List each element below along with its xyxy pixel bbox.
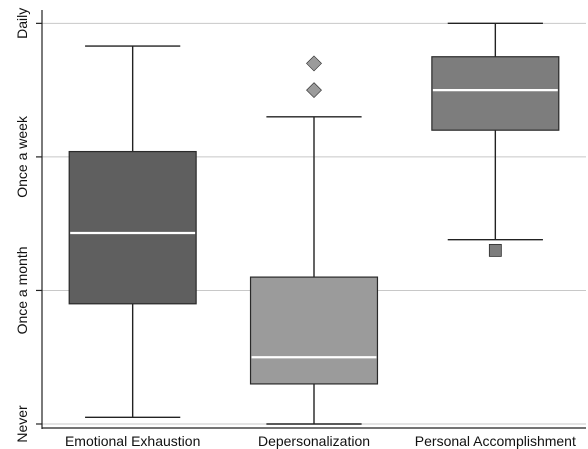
box-group [68, 45, 197, 419]
x-tick-label: Depersonalization [258, 433, 370, 449]
y-tick-label: Daily [14, 8, 30, 39]
y-tick-label: Once a month [14, 246, 30, 334]
box-iqr [68, 150, 197, 305]
boxes [68, 22, 560, 425]
x-tick-label: Emotional Exhaustion [65, 433, 200, 449]
y-tick-label: Once a week [14, 115, 30, 198]
box-group [249, 55, 379, 425]
y-tick-label: Never [14, 405, 30, 443]
axes [36, 10, 586, 429]
x-tick-label: Personal Accomplishment [415, 433, 576, 449]
outlier-point [306, 82, 322, 99]
box-group [431, 22, 560, 257]
box-iqr [431, 56, 560, 131]
box-iqr [249, 276, 379, 385]
labels: Never Once a month Once a week Daily Emotion… [14, 8, 576, 449]
outlier-point [306, 55, 322, 72]
outlier-point [488, 243, 502, 257]
